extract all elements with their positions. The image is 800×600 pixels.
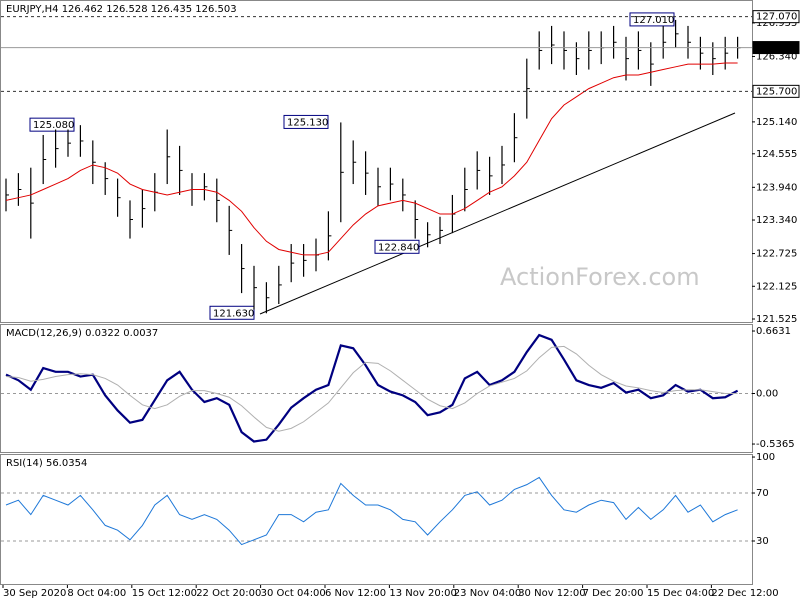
rsi-panel [0, 454, 753, 585]
x-tick-label: 7 Dec 20:00 [583, 588, 644, 599]
level-label: 127.070 [756, 12, 797, 23]
price-annotation-box [209, 305, 255, 320]
watermark: ActionForex.com [500, 263, 700, 291]
x-tick-label: 30 Oct 04:00 [261, 588, 326, 599]
macd-title: MACD(12,26,9) 0.0322 0.0037 [6, 328, 158, 339]
chart-title: EURJPY,H4 126.462 126.528 126.435 126.50… [6, 4, 237, 15]
x-tick-label: 6 Nov 12:00 [325, 588, 386, 599]
x-tick-label: 15 Oct 12:00 [132, 588, 197, 599]
price-annotation: 125.080 [33, 120, 74, 131]
y-tick-label: 125.140 [756, 117, 797, 128]
y-tick-label: 126.340 [756, 51, 797, 62]
price-annotation: 121.630 [213, 308, 254, 319]
indicator-line [5, 476, 738, 546]
level-label-box [752, 10, 800, 24]
price-annotation: 122.840 [378, 242, 419, 253]
level-label-box [752, 41, 800, 55]
y-tick-label: 126.955 [756, 18, 797, 29]
y-tick-label: 30 [756, 536, 769, 547]
x-tick-label: 13 Nov 20:00 [389, 588, 456, 599]
x-tick-label: 22 Dec 12:00 [711, 588, 778, 599]
y-tick-label: 121.525 [756, 314, 797, 325]
y-tick-label: 0.6631 [756, 326, 791, 337]
y-tick-label: 0.00 [756, 388, 778, 399]
level-label: 126.503 [756, 43, 797, 54]
price-annotation-box [29, 117, 75, 132]
x-tick-label: 8 Oct 04:00 [67, 588, 126, 599]
trend-line [259, 112, 736, 315]
macd-panel [0, 324, 753, 453]
y-tick-label: 70 [756, 488, 769, 499]
price-annotation-box [283, 114, 329, 129]
y-tick-label: 123.340 [756, 215, 797, 226]
level-label: 125.700 [756, 86, 797, 97]
y-tick-label: 100 [756, 452, 775, 463]
x-tick-label: 22 Oct 20:00 [196, 588, 261, 599]
level-label-box [752, 84, 800, 98]
y-tick-label: 122.725 [756, 249, 797, 260]
moving-average [5, 62, 738, 256]
y-tick-label: 124.555 [756, 149, 797, 160]
indicator-line [5, 345, 738, 432]
x-tick-label: 23 Nov 04:00 [454, 588, 521, 599]
y-tick-label: 123.940 [756, 182, 797, 193]
y-tick-label: -0.5365 [756, 439, 795, 450]
indicator-line [5, 333, 739, 443]
main-panel [0, 0, 753, 323]
price-annotation: 127.010 [633, 15, 674, 26]
x-tick-label: 30 Nov 12:00 [518, 588, 585, 599]
price-annotation-box [374, 239, 420, 254]
x-tick-label: 30 Sep 2020 [3, 588, 66, 599]
y-tick-label: 122.125 [756, 281, 797, 292]
price-annotation: 125.130 [287, 117, 328, 128]
x-tick-label: 15 Dec 04:00 [647, 588, 714, 599]
rsi-title: RSI(14) 56.0354 [6, 458, 87, 469]
